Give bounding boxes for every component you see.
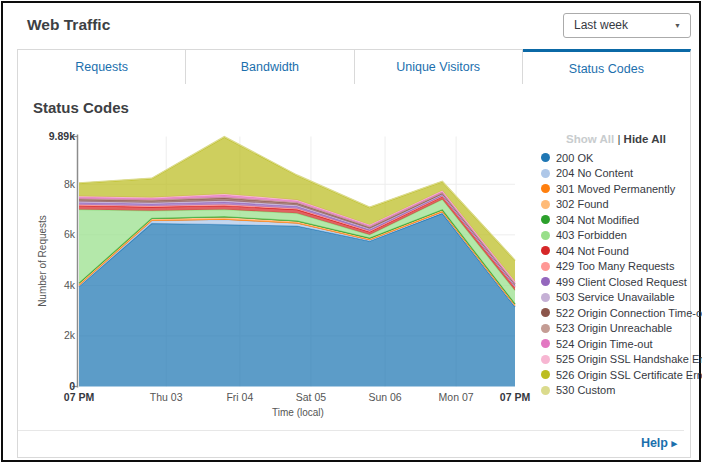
legend-dot-404 xyxy=(541,246,550,255)
legend-item-523[interactable]: 523 Origin Unreachable xyxy=(541,321,691,337)
legend-dot-522 xyxy=(541,308,550,317)
tab-bar: RequestsBandwidthUnique VisitorsStatus C… xyxy=(17,49,691,85)
legend-item-524[interactable]: 524 Origin Time-out xyxy=(541,336,691,352)
legend-item-525[interactable]: 525 Origin SSL Handshake Error xyxy=(541,352,691,368)
legend-item-404[interactable]: 404 Not Found xyxy=(541,243,691,259)
help-link[interactable]: Help ▸ xyxy=(641,436,677,450)
legend-dot-499 xyxy=(541,277,550,286)
legend-dot-524 xyxy=(541,339,550,348)
legend-label-524: 524 Origin Time-out xyxy=(556,338,653,350)
legend-label-404: 404 Not Found xyxy=(556,245,629,257)
legend-label-200: 200 OK xyxy=(556,152,593,164)
legend-dot-523 xyxy=(541,324,550,333)
show-all-link[interactable]: Show All xyxy=(566,133,614,145)
legend-label-503: 503 Service Unavailable xyxy=(556,291,675,303)
tab-status-codes[interactable]: Status Codes xyxy=(523,49,691,85)
legend-item-499[interactable]: 499 Client Closed Request xyxy=(541,274,691,290)
legend-item-302[interactable]: 302 Found xyxy=(541,197,691,213)
legend-dot-302 xyxy=(541,200,550,209)
legend-dot-301 xyxy=(541,184,550,193)
panel-heading: Status Codes xyxy=(33,99,129,116)
x-tick-07-pm: 07 PM xyxy=(480,391,550,403)
legend-label-304: 304 Not Modified xyxy=(556,214,639,226)
legend-label-523: 523 Origin Unreachable xyxy=(556,322,672,334)
legend-item-530[interactable]: 530 Custom xyxy=(541,383,691,399)
time-range-value: Last week xyxy=(574,14,628,37)
legend-dot-503 xyxy=(541,293,550,302)
legend-item-200[interactable]: 200 OK xyxy=(541,150,691,166)
legend-item-522[interactable]: 522 Origin Connection Time-out xyxy=(541,305,691,321)
legend-label-522: 522 Origin Connection Time-out xyxy=(556,307,702,319)
legend-label-301: 301 Moved Permanently xyxy=(556,183,675,195)
tab-bandwidth[interactable]: Bandwidth xyxy=(186,49,354,85)
legend-item-204[interactable]: 204 No Content xyxy=(541,166,691,182)
legend-dot-526 xyxy=(541,370,550,379)
chevron-down-icon: ▼ xyxy=(674,14,681,37)
legend-label-525: 525 Origin SSL Handshake Error xyxy=(556,353,702,365)
help-arrow-icon: ▸ xyxy=(671,437,677,449)
x-tick-07-pm: 07 PM xyxy=(44,391,114,403)
legend: 200 OK 204 No Content 301 Moved Permanentl… xyxy=(541,150,691,398)
web-traffic-page: Web Traffic Last week ▼ RequestsBandwidt… xyxy=(0,0,702,463)
legend-item-301[interactable]: 301 Moved Permanently xyxy=(541,181,691,197)
x-tick-fri-04: Fri 04 xyxy=(205,391,275,403)
legend-dot-525 xyxy=(541,355,550,364)
y-tick-8k: 8k xyxy=(31,178,75,190)
legend-label-530: 530 Custom xyxy=(556,384,615,396)
legend-controls-separator: | xyxy=(617,133,620,145)
legend-dot-304 xyxy=(541,215,550,224)
legend-dot-429 xyxy=(541,262,550,271)
legend-dot-204 xyxy=(541,169,550,178)
legend-label-429: 429 Too Many Requests xyxy=(556,260,674,272)
x-tick-thu-03: Thu 03 xyxy=(131,391,201,403)
legend-label-302: 302 Found xyxy=(556,198,609,210)
legend-label-499: 499 Client Closed Request xyxy=(556,276,687,288)
legend-item-503[interactable]: 503 Service Unavailable xyxy=(541,290,691,306)
tab-requests[interactable]: Requests xyxy=(17,49,186,85)
time-range-dropdown[interactable]: Last week ▼ xyxy=(563,13,691,38)
x-axis-title: Time (local) xyxy=(272,407,324,418)
page-title: Web Traffic xyxy=(27,16,110,34)
tab-unique-visitors[interactable]: Unique Visitors xyxy=(355,49,523,85)
hide-all-link[interactable]: Hide All xyxy=(624,133,666,145)
legend-label-526: 526 Origin SSL Certificate Error xyxy=(556,369,702,381)
legend-item-429[interactable]: 429 Too Many Requests xyxy=(541,259,691,275)
legend-dot-200 xyxy=(541,153,550,162)
x-tick-sun-06: Sun 06 xyxy=(350,391,420,403)
legend-controls: Show All | Hide All xyxy=(541,133,691,145)
window-frame: Web Traffic Last week ▼ RequestsBandwidt… xyxy=(1,1,701,462)
legend-label-403: 403 Forbidden xyxy=(556,229,627,241)
legend-item-526[interactable]: 526 Origin SSL Certificate Error xyxy=(541,367,691,383)
legend-item-403[interactable]: 403 Forbidden xyxy=(541,228,691,244)
legend-item-304[interactable]: 304 Not Modified xyxy=(541,212,691,228)
y-tick-2k: 2k xyxy=(31,329,75,341)
legend-dot-530 xyxy=(541,386,550,395)
legend-dot-403 xyxy=(541,231,550,240)
footer-divider xyxy=(18,430,684,431)
x-tick-sat-05: Sat 05 xyxy=(276,391,346,403)
y-tick-9.89k: 9.89k xyxy=(31,130,75,142)
legend-label-204: 204 No Content xyxy=(556,167,633,179)
